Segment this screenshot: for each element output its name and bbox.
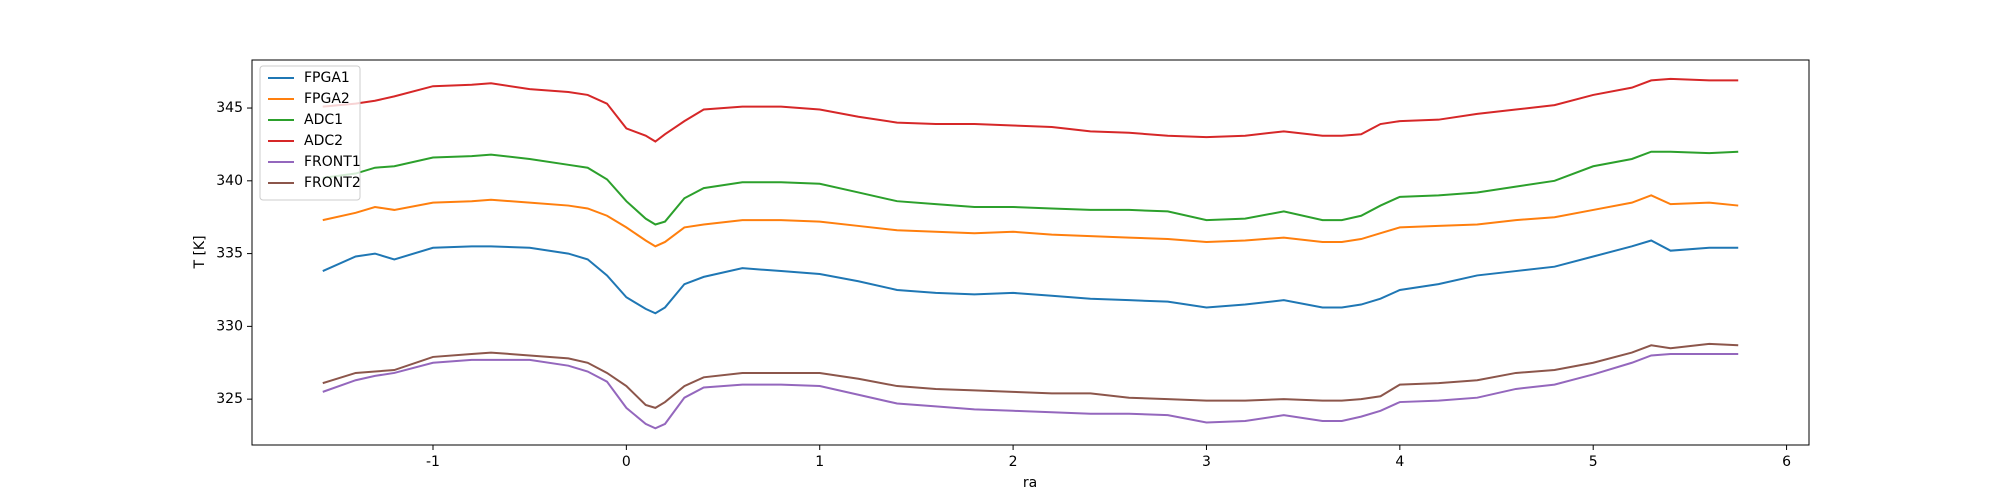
y-axis-label: T [K] (192, 235, 208, 269)
series-line (322, 194, 1739, 248)
series-line (322, 239, 1739, 315)
y-tick-label: 330 (216, 318, 243, 334)
series-line (322, 77, 1739, 143)
legend-label: FRONT1 (304, 154, 361, 170)
series-line (322, 342, 1739, 409)
legend-label: FPGA1 (304, 70, 350, 86)
y-tick-label: 335 (216, 246, 243, 262)
plot-frame (251, 59, 1810, 446)
x-tick-label: 2 (1009, 454, 1018, 470)
series-line (322, 150, 1739, 226)
legend-label: FRONT2 (304, 175, 361, 191)
x-tick-label: 4 (1395, 454, 1404, 470)
y-tick-label: 340 (216, 173, 243, 189)
x-tick-label: 0 (622, 454, 631, 470)
legend-label: ADC2 (304, 133, 343, 149)
series-line (322, 353, 1739, 430)
legend-label: ADC1 (304, 112, 343, 128)
x-tick-label: 1 (815, 454, 824, 470)
x-axis-label: ra (1023, 475, 1037, 491)
legend-label: FPGA2 (304, 91, 350, 107)
x-tick-label: 3 (1202, 454, 1211, 470)
x-tick-label: 6 (1782, 454, 1791, 470)
x-tick-label: -1 (426, 454, 440, 470)
y-tick-label: 325 (216, 391, 243, 407)
x-tick-label: 5 (1589, 454, 1598, 470)
y-tick-label: 345 (216, 100, 243, 116)
